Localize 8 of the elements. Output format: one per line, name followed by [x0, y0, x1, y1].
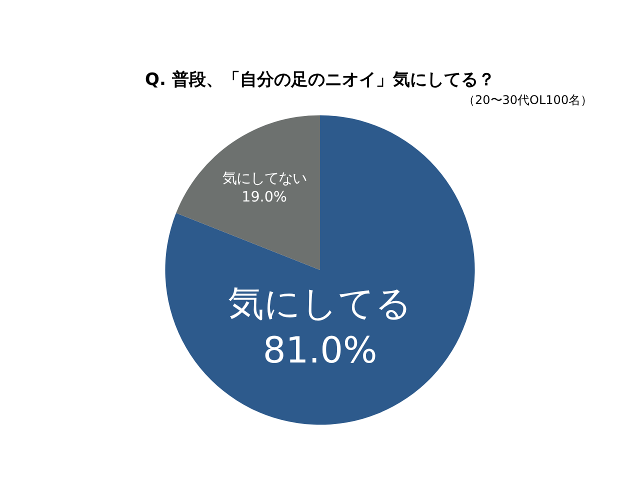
chart-title: Q. 普段、「自分の足のニオイ」気にしてる？ [145, 69, 495, 90]
data-label: 81.0% [262, 330, 378, 372]
text: （20〜30代OL100名） [463, 93, 593, 107]
pie-slice [165, 115, 475, 425]
slice-label: 気にしてる [228, 284, 412, 325]
data-label: 19.0% [242, 189, 287, 206]
slice-label: 気にしてない [222, 170, 306, 187]
pie-slice [176, 115, 320, 270]
